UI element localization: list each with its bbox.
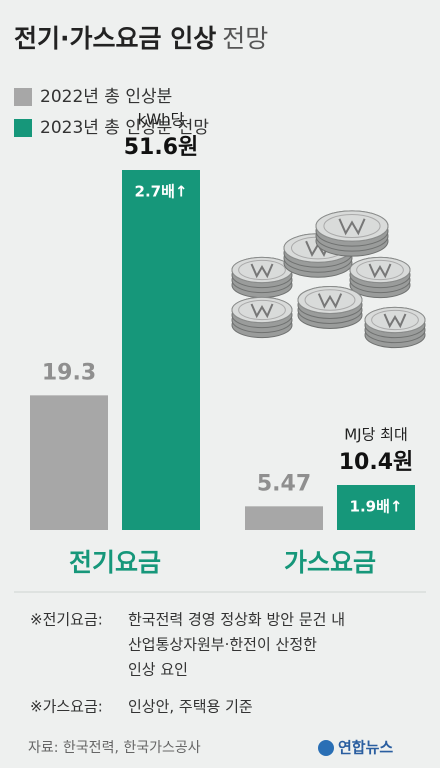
note-text: 한국전력 경영 정상화 방안 문건 내 [128,611,345,629]
chart-title: 전기·가스요금 인상 전망 [14,24,268,53]
bar [122,170,200,530]
legend-swatch [14,119,32,137]
legend-label: 2022년 총 인상분 [40,87,172,107]
legend-swatch [14,88,32,106]
title-main: 전기·가스요금 인상 [14,24,216,53]
value-label: 10.4원 [339,450,414,475]
coins [231,210,426,349]
ratio-label: 2.7배↑ [135,183,188,201]
coin-face [315,210,389,242]
note-text: 산업통상자원부·한전이 산정한 [128,636,317,654]
legend-label: 2023년 총 인상분 전망 [40,118,209,138]
bar [337,485,415,530]
coin-symbol [250,303,274,319]
title-suffix: 전망 [222,24,268,53]
note-label: ※가스요금: [30,698,103,716]
coin-symbol [383,313,407,329]
bar [30,395,108,530]
coin-symbol [317,293,343,309]
note-text: 인상 요인 [128,661,188,679]
ratio-label: 1.9배↑ [350,498,403,516]
coin-face [364,306,426,334]
coin-inner [238,299,286,321]
coin-inner [304,289,356,311]
category-label: 가스요금 [284,548,376,577]
coin-inner [356,259,404,281]
coin-symbol [338,218,366,236]
coin-symbol [250,263,274,279]
logo-mark [318,740,334,756]
unit-label: MJ당 최대 [344,426,408,444]
value-label: 5.47 [257,471,311,496]
value-label: 51.6원 [124,135,199,160]
category-label: 전기요금 [69,548,161,577]
value-label: 19.3 [42,360,96,385]
note-text: 인상안, 주택용 기준 [128,698,253,716]
coin-face [349,256,411,284]
unit-label: kWh당 [138,111,185,129]
coin-face [231,256,293,284]
coin-face [297,286,363,314]
coin-inner [371,309,419,331]
coin-inner [238,259,286,281]
logo: 연합뉴스 [338,739,393,757]
coin-inner [323,213,381,239]
note-label: ※전기요금: [30,611,103,629]
coin-face [231,296,293,324]
source: 자료: 한국전력, 한국가스공사 [28,740,201,756]
coin-symbol [368,263,392,279]
bar [245,506,323,530]
